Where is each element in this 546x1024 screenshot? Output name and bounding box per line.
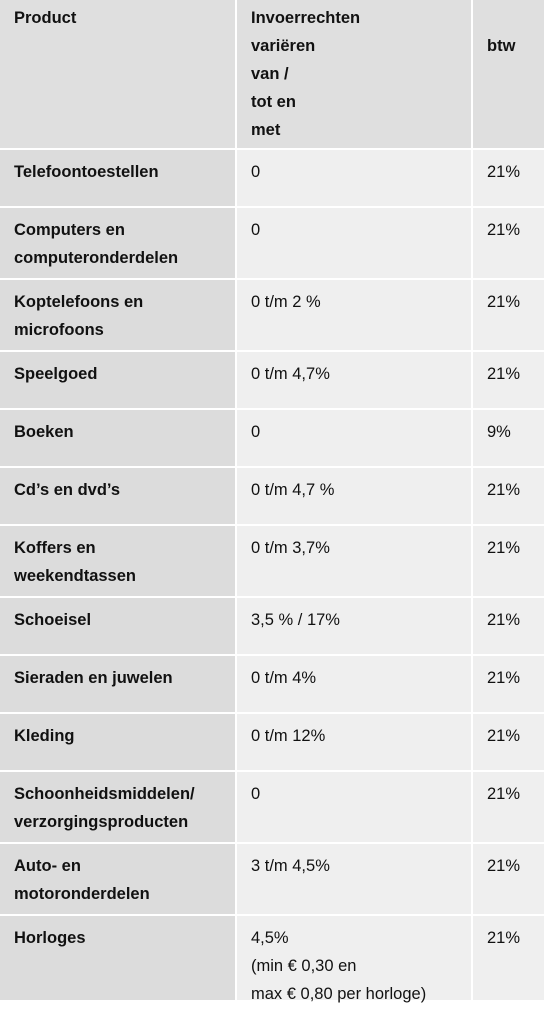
vat-cell: 21% <box>473 208 546 280</box>
vat-cell: 21% <box>473 526 546 598</box>
duty-cell: 3,5 % / 17% <box>237 598 473 656</box>
vat-cell: 21% <box>473 772 546 844</box>
duty-cell: 0 t/m 4% <box>237 656 473 714</box>
vat-cell: 21% <box>473 150 546 208</box>
product-cell: Koptelefoons en microfoons <box>0 280 237 352</box>
vat-cell: 21% <box>473 656 546 714</box>
vat-cell: 21% <box>473 844 546 916</box>
duty-cell: 0 t/m 2 % <box>237 280 473 352</box>
vat-cell: 21% <box>473 280 546 352</box>
product-cell: Koffers en weekendtassen <box>0 526 237 598</box>
header-product: Product <box>0 0 237 150</box>
duty-cell: 0 t/m 3,7% <box>237 526 473 598</box>
product-cell: Schoeisel <box>0 598 237 656</box>
vat-cell: 21% <box>473 916 546 1002</box>
vat-cell: 9% <box>473 410 546 468</box>
header-import-duties: Invoerrechten variëren van / tot en met <box>237 0 473 150</box>
duty-cell: 0 <box>237 410 473 468</box>
product-cell: Computers en computeronderdelen <box>0 208 237 280</box>
product-cell: Horloges <box>0 916 237 1002</box>
duty-cell: 0 t/m 12% <box>237 714 473 772</box>
header-vat: btw <box>473 0 546 150</box>
product-cell: Speelgoed <box>0 352 237 410</box>
product-cell: Kleding <box>0 714 237 772</box>
product-cell: Telefoontoestellen <box>0 150 237 208</box>
vat-cell: 21% <box>473 598 546 656</box>
duty-cell: 3 t/m 4,5% <box>237 844 473 916</box>
tariff-table: Product Invoerrechten variëren van / tot… <box>0 0 546 1003</box>
duty-cell: 0 <box>237 208 473 280</box>
duty-cell: 0 t/m 4,7 % <box>237 468 473 526</box>
duty-cell: 0 t/m 4,7% <box>237 352 473 410</box>
duty-cell: 4,5% (min € 0,30 en max € 0,80 per horlo… <box>237 916 473 1003</box>
vat-cell: 21% <box>473 468 546 526</box>
vat-cell: 21% <box>473 352 546 410</box>
product-cell: Schoonheidsmiddelen/ verzorgingsproducte… <box>0 772 237 844</box>
product-cell: Boeken <box>0 410 237 468</box>
product-cell: Sieraden en juwelen <box>0 656 237 714</box>
vat-cell: 21% <box>473 714 546 772</box>
duty-cell: 0 <box>237 150 473 208</box>
product-cell: Auto- en motoronderdelen <box>0 844 237 916</box>
product-cell: Cd’s en dvd’s <box>0 468 237 526</box>
duty-cell: 0 <box>237 772 473 844</box>
